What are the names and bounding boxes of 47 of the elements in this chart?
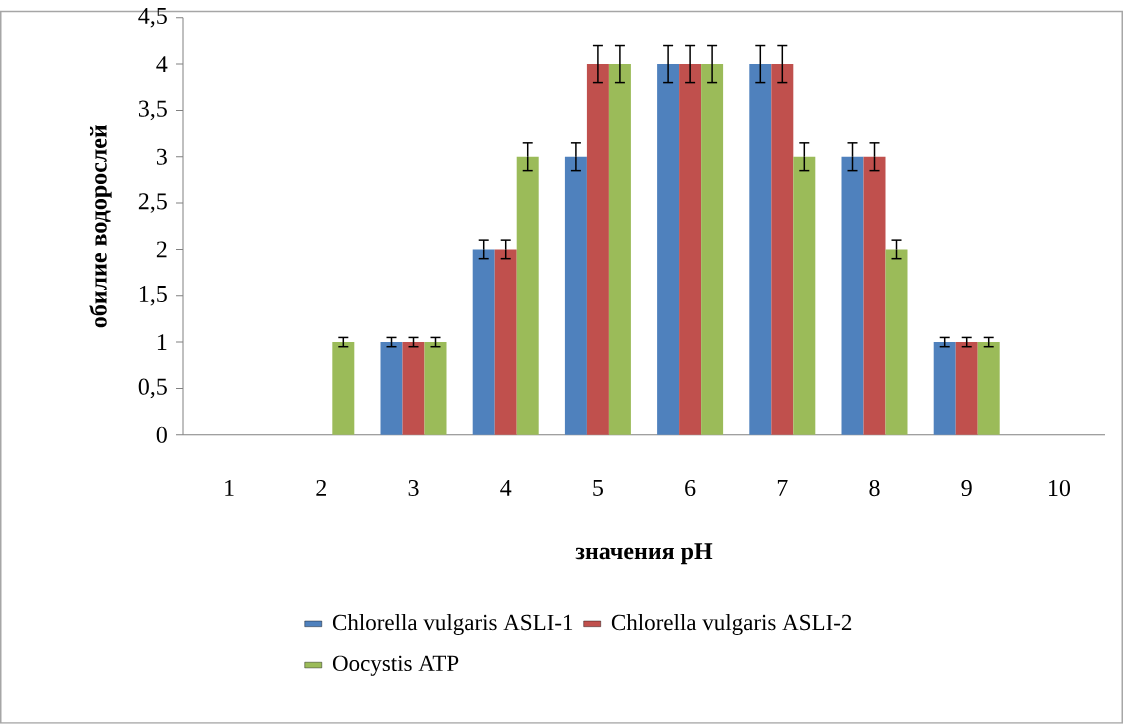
y-tick-label: 4,5 [138, 8, 167, 28]
bar [332, 342, 355, 435]
y-tick-label: 3,5 [138, 100, 167, 121]
x-tick-label: 5 [593, 480, 603, 497]
x-tick-label: 8 [869, 480, 880, 497]
x-tick-label: 6 [685, 480, 696, 497]
x-tick-label: 10 [1049, 480, 1070, 497]
bar [564, 156, 587, 435]
bar [863, 156, 886, 435]
bar [586, 64, 609, 435]
x-axis-title: значения pH [575, 543, 713, 565]
y-tick-label: 2 [156, 241, 167, 258]
x-tick-label: 3 [408, 480, 419, 497]
x-tick-label: 7 [777, 480, 788, 496]
y-axis-title: обилие водорослей [89, 125, 112, 328]
bar [472, 249, 495, 435]
y-tick-label: 0 [156, 426, 167, 443]
bar [771, 64, 794, 435]
bar [955, 342, 978, 435]
bar [494, 249, 517, 435]
x-tick-label: 9 [961, 480, 972, 497]
y-tick-label: 1,5 [139, 286, 167, 306]
bar [977, 342, 1000, 435]
x-tick-label: 1 [225, 480, 234, 496]
bar [841, 156, 864, 435]
bar [424, 342, 447, 435]
bar [933, 342, 956, 435]
bar [679, 64, 702, 435]
y-tick-label: 1 [157, 334, 167, 351]
bar [608, 64, 631, 435]
x-tick-label: 4 [500, 480, 512, 496]
legend-label: Chlorella vulgaris ASLI-2 [611, 614, 852, 636]
bar [657, 64, 680, 435]
bar [885, 249, 908, 435]
y-tick-label: 4 [156, 56, 168, 73]
bar [380, 342, 403, 435]
legend-label: Chlorella vulgaris ASLI-1 [332, 614, 573, 636]
x-tick-label: 2 [316, 480, 326, 496]
legend-label: Oocystis ATP [332, 655, 459, 676]
y-tick-label: 2,5 [138, 193, 167, 213]
y-tick-label: 0,5 [138, 378, 167, 399]
bar [516, 156, 539, 435]
bar [793, 156, 816, 435]
bar [749, 64, 772, 435]
bar [402, 342, 425, 435]
y-tick-label: 3 [156, 148, 167, 165]
bar [701, 64, 724, 435]
